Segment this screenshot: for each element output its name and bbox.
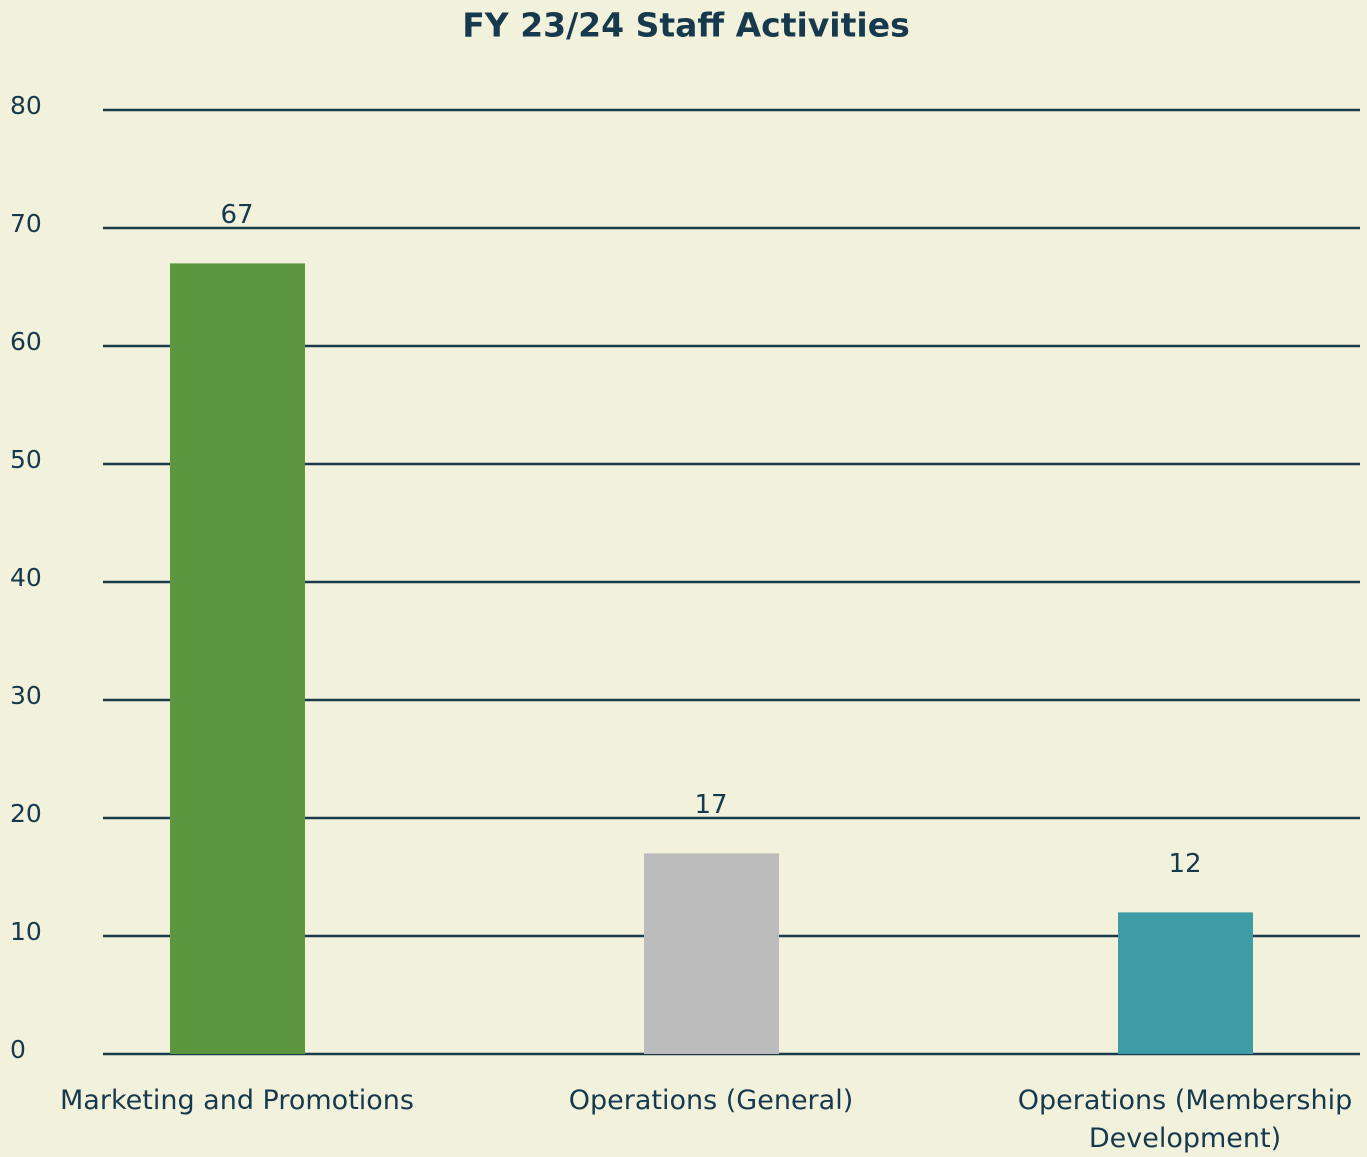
value-label: 17 <box>694 790 727 820</box>
x-tick-label: Operations (General) <box>568 1085 854 1116</box>
bar <box>1118 912 1253 1054</box>
chart-title: FY 23/24 Staff Activities <box>462 6 909 45</box>
y-tick-label: 80 <box>10 91 42 120</box>
y-tick-label: 70 <box>10 209 42 238</box>
value-label: 12 <box>1168 849 1201 879</box>
y-tick-label: 30 <box>10 681 42 710</box>
y-tick-label: 0 <box>10 1035 26 1064</box>
bar <box>170 263 305 1054</box>
bar <box>644 853 779 1054</box>
x-tick-label: Marketing and Promotions <box>60 1085 414 1116</box>
y-tick-label: 20 <box>10 799 42 828</box>
y-tick-label: 40 <box>10 563 42 592</box>
y-tick-label: 50 <box>10 445 42 474</box>
y-tick-label: 60 <box>10 327 42 356</box>
y-tick-label: 10 <box>10 917 42 946</box>
value-label: 67 <box>220 200 253 230</box>
x-tick-label: Operations (Membership Development) <box>1017 1085 1353 1154</box>
